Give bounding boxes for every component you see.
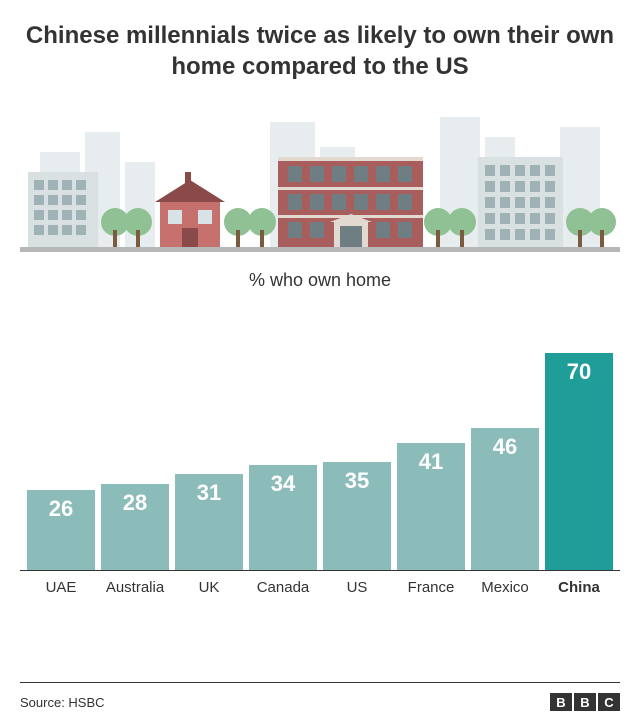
bar-value: 35 bbox=[323, 468, 391, 494]
bar-label: US bbox=[323, 579, 391, 596]
chart-title: Chinese millennials twice as likely to o… bbox=[20, 20, 620, 82]
logo-letter: B bbox=[550, 693, 572, 711]
bar-value: 28 bbox=[101, 490, 169, 516]
bar-label: Australia bbox=[101, 579, 169, 596]
bar-group: 35 bbox=[323, 291, 391, 570]
bar-value: 34 bbox=[249, 471, 317, 497]
bar-group: 31 bbox=[175, 291, 243, 570]
bar-group: 41 bbox=[397, 291, 465, 570]
source-text: Source: HSBC bbox=[20, 695, 105, 710]
bar-group: 28 bbox=[101, 291, 169, 570]
bar-group: 70 bbox=[545, 291, 613, 570]
bar-group: 46 bbox=[471, 291, 539, 570]
cityscape-illustration bbox=[20, 102, 620, 262]
bar-chart: 26283134354146 70 UAE Australia UK Canada US F… bbox=[20, 291, 620, 611]
bar-label: France bbox=[397, 579, 465, 596]
bar-group: 34 bbox=[249, 291, 317, 570]
bar-group: 26 bbox=[27, 291, 95, 570]
bar: 41 bbox=[397, 443, 465, 570]
bar-label: Canada bbox=[249, 579, 317, 596]
bar-value: 70 bbox=[545, 359, 613, 385]
logo-letter: B bbox=[574, 693, 596, 711]
bar: 28 bbox=[101, 484, 169, 571]
bar-label: Mexico bbox=[471, 579, 539, 596]
bar: 34 bbox=[249, 465, 317, 570]
bar: 31 bbox=[175, 474, 243, 570]
bar-value: 26 bbox=[27, 496, 95, 522]
logo-letter: C bbox=[598, 693, 620, 711]
bar: 26 bbox=[27, 490, 95, 571]
bar-value: 31 bbox=[175, 480, 243, 506]
bar-value: 46 bbox=[471, 434, 539, 460]
bar-label: China bbox=[545, 579, 613, 596]
chart-footer: Source: HSBC BBC bbox=[20, 682, 620, 711]
bar-label: UK bbox=[175, 579, 243, 596]
bar-label: UAE bbox=[27, 579, 95, 596]
bar: 35 bbox=[323, 462, 391, 571]
bar: 70 bbox=[545, 353, 613, 570]
bar: 46 bbox=[471, 428, 539, 571]
bar-value: 41 bbox=[397, 449, 465, 475]
bbc-logo: BBC bbox=[550, 693, 620, 711]
chart-subtitle: % who own home bbox=[20, 270, 620, 291]
